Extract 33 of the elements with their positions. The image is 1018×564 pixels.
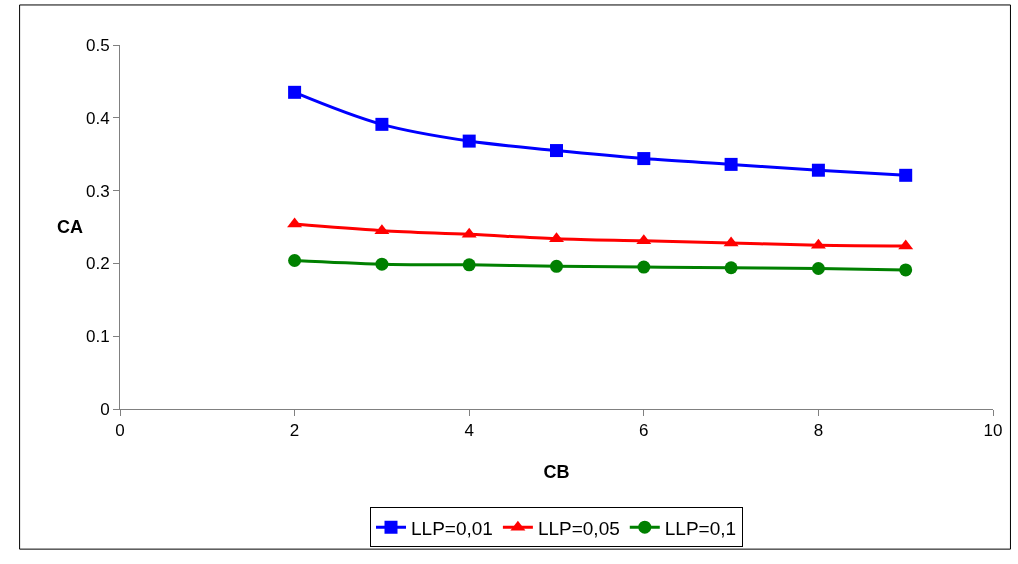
x-tick-label: 2	[289, 421, 300, 441]
legend-label: LLP=0,05	[537, 517, 620, 539]
y-tick-label: 0.2	[85, 254, 110, 274]
y-axis-title: CA	[57, 217, 83, 237]
point	[899, 168, 913, 182]
point	[811, 262, 825, 275]
legend-label: LLP=0,01	[411, 517, 493, 539]
point	[462, 134, 476, 148]
x-axis-title: CB	[543, 461, 570, 482]
y-tick-label: 0.1	[85, 327, 110, 347]
point	[899, 263, 913, 277]
x-tick-label: 6	[639, 421, 649, 441]
point	[288, 253, 302, 267]
x-tick-label: 4	[464, 421, 474, 441]
legend-label: LLP=0,1	[664, 517, 737, 539]
point	[288, 85, 302, 99]
y-tick-label: 0	[100, 399, 110, 419]
y-tick-label: 0.3	[85, 181, 110, 201]
point	[462, 258, 476, 272]
x-tick-label: 8	[813, 421, 824, 441]
point	[375, 257, 389, 271]
x-tick-label: 0	[115, 421, 125, 441]
point	[724, 157, 738, 171]
point	[375, 117, 389, 131]
point	[550, 144, 563, 158]
point	[637, 152, 651, 166]
point	[724, 261, 738, 275]
y-tick-label: 0.5	[85, 35, 110, 55]
point	[550, 259, 563, 273]
point	[811, 163, 825, 177]
point	[637, 260, 651, 274]
x-tick-label: 10	[983, 421, 1003, 441]
y-tick-label: 0.4	[85, 108, 110, 128]
